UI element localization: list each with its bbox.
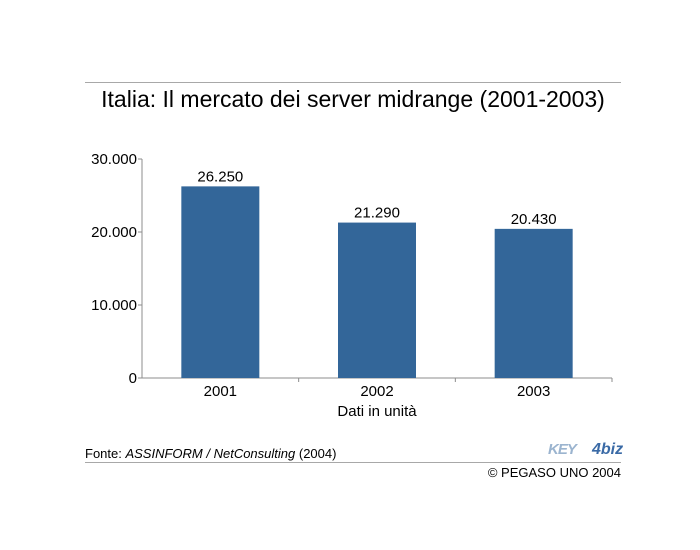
key4biz-logo: KEY 4biz bbox=[548, 441, 624, 461]
bar-value-label: 21.290 bbox=[354, 205, 400, 222]
x-tick-label: 2003 bbox=[517, 383, 550, 400]
x-axis-title: Dati in unità bbox=[337, 403, 417, 420]
bar bbox=[494, 228, 573, 378]
source-name: ASSINFORM / NetConsulting bbox=[125, 446, 296, 461]
logo-key-text: KEY bbox=[548, 441, 577, 458]
source-prefix: Fonte: bbox=[85, 446, 126, 461]
copyright-text: © PEGASO UNO 2004 bbox=[487, 465, 621, 480]
bar bbox=[181, 186, 260, 378]
y-tick-label: 10.000 bbox=[91, 297, 137, 314]
x-tick-label: 2002 bbox=[360, 383, 393, 400]
x-tick-label: 2001 bbox=[204, 383, 237, 400]
y-tick-label: 0 bbox=[129, 370, 137, 387]
source-year: (2004) bbox=[295, 446, 337, 461]
bar-value-label: 26.250 bbox=[197, 168, 243, 185]
bottom-rule bbox=[85, 462, 621, 463]
chart-title: Italia: Il mercato dei server midrange (… bbox=[101, 86, 605, 112]
y-tick-label: 20.000 bbox=[91, 224, 137, 241]
y-tick-label: 30.000 bbox=[91, 151, 137, 168]
bar bbox=[338, 222, 416, 378]
bar-value-label: 20.430 bbox=[511, 211, 557, 228]
logo-biz-text: 4biz bbox=[592, 441, 624, 458]
source-note: Fonte: ASSINFORM / NetConsulting (2004) bbox=[85, 446, 336, 461]
top-rule bbox=[85, 82, 621, 83]
